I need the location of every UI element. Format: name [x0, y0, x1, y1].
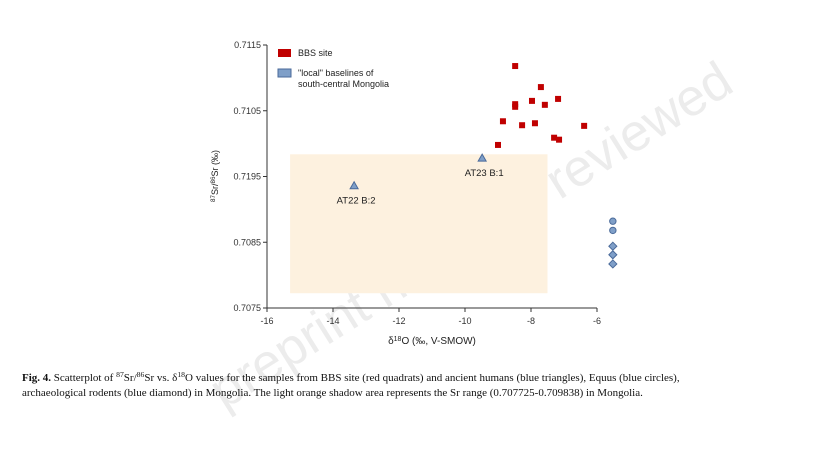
y-axis-label: 87Sr/86Sr (‰): [210, 150, 221, 202]
legend-swatch: [278, 49, 291, 57]
caption-part: 86: [137, 370, 145, 379]
shaded-region: [290, 154, 548, 294]
caption-label: Fig. 4.: [22, 372, 51, 384]
y-axis-label-part: Sr (‰): [210, 150, 220, 177]
x-tick-label: -16: [260, 316, 273, 326]
x-tick-label: -12: [392, 316, 405, 326]
x-axis-label-part: O (‰, V-SMOW): [401, 336, 475, 347]
y-axis-label-part: 86: [210, 176, 217, 184]
x-tick-label: -8: [527, 316, 535, 326]
caption-part: Sr vs. δ: [144, 372, 177, 384]
caption-part: archaeological rodents (blue diamond) in…: [22, 387, 643, 399]
x-axis-label-part: 18: [394, 336, 402, 343]
point: [495, 141, 501, 148]
x-tick-label: -14: [326, 316, 339, 326]
x-axis-label-part: δ: [388, 336, 394, 347]
y-axis-label-part: Sr/: [210, 183, 220, 195]
y-tick-label: 0.7075: [233, 303, 261, 313]
caption-part: 18: [177, 370, 185, 379]
y-tick-label: 0.7105: [233, 106, 261, 116]
point: [349, 180, 359, 190]
caption-part: 87: [116, 370, 124, 379]
point: [556, 136, 563, 143]
legend-label: BBS site: [298, 48, 333, 58]
caption: archaeological rodents (blue diamond) in…: [22, 387, 643, 399]
point: [512, 103, 519, 110]
x-axis-label: δ18O (‰, V-SMOW): [388, 336, 476, 348]
x-tick-label: -6: [593, 316, 601, 326]
caption-part: Scatterplot of: [51, 372, 116, 384]
y-tick-label: 0.7195: [233, 172, 261, 182]
point: [537, 84, 544, 91]
point: [608, 241, 618, 251]
point: [512, 63, 519, 70]
caption-part: Sr/: [124, 372, 138, 384]
point: [531, 120, 538, 127]
point-label: AT22 B:2: [337, 196, 376, 207]
point: [551, 134, 558, 141]
point: [608, 250, 618, 260]
point: [519, 122, 526, 129]
y-axis-label-part: 87: [210, 195, 217, 203]
point-label: AT23 B:1: [465, 168, 504, 179]
point: [541, 101, 548, 108]
point: [477, 153, 488, 162]
caption-part: O values for the samples from BBS site (…: [185, 372, 680, 384]
legend-swatch: [277, 68, 292, 78]
legend-label: south-central Mongolia: [298, 79, 389, 89]
y-tick-label: 0.7085: [233, 237, 261, 247]
point: [609, 226, 617, 235]
caption: Fig. 4. Scatterplot of 87Sr/86Sr vs. δ18…: [22, 370, 680, 385]
point: [609, 217, 617, 225]
y-tick-label: 0.7115: [234, 40, 261, 50]
point: [608, 259, 618, 269]
point: [528, 97, 535, 104]
x-tick-label: -10: [458, 316, 471, 326]
point: [499, 118, 506, 125]
legend-label: "local" baselines of: [298, 68, 374, 78]
point: [555, 95, 562, 102]
point: [581, 122, 588, 129]
